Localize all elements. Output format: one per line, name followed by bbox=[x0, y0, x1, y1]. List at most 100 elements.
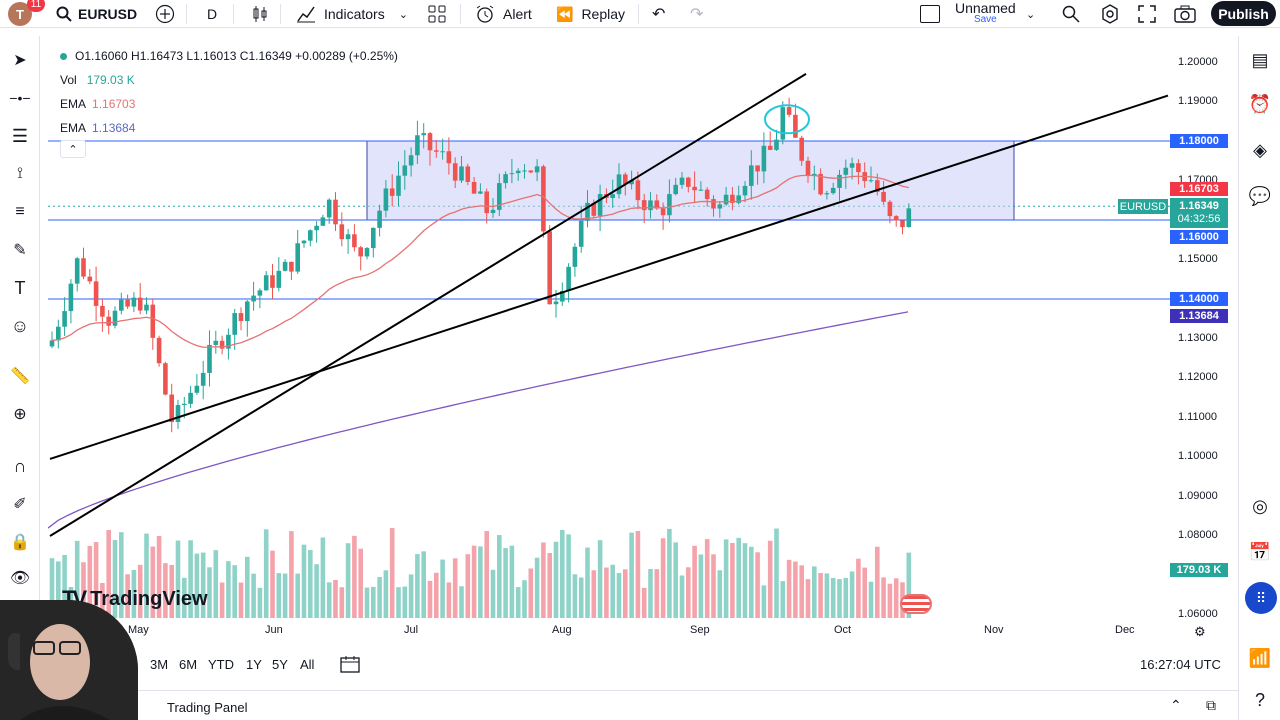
snapshot-button[interactable] bbox=[1174, 0, 1196, 28]
streams-button[interactable]: 📶 bbox=[1248, 646, 1272, 670]
products-button[interactable]: ⠿ bbox=[1245, 582, 1277, 614]
quick-search-button[interactable] bbox=[1062, 0, 1080, 28]
chat-button[interactable]: 💬 bbox=[1248, 184, 1272, 208]
candle bbox=[245, 301, 250, 322]
settings-button[interactable] bbox=[1100, 0, 1120, 28]
compare-button[interactable] bbox=[155, 0, 175, 28]
flag-badge bbox=[900, 594, 932, 614]
candles-icon bbox=[253, 6, 267, 22]
volume-bar bbox=[175, 540, 181, 618]
undo-button[interactable]: ↶ bbox=[652, 0, 665, 28]
candle bbox=[585, 202, 590, 221]
alert-button[interactable]: Alert bbox=[475, 0, 532, 28]
level-label-116: 1.16000 bbox=[1170, 230, 1228, 244]
layout-menu-button[interactable]: ⌄ bbox=[1026, 0, 1035, 28]
volume-bar bbox=[326, 582, 332, 618]
candle bbox=[226, 334, 231, 349]
volume-bar bbox=[862, 567, 867, 618]
tab-trading-panel[interactable]: Trading Panel bbox=[167, 700, 248, 715]
candle bbox=[572, 246, 578, 267]
help-button[interactable]: ? bbox=[1248, 688, 1272, 712]
magnet-tool[interactable]: ∩ bbox=[8, 454, 32, 478]
volume-bar bbox=[648, 569, 653, 618]
ruler-tool[interactable]: 📏 bbox=[8, 364, 32, 388]
replay-button[interactable]: ⏪ Replay bbox=[556, 5, 626, 23]
volume-bar bbox=[408, 574, 414, 618]
maximize-panel-button[interactable]: ⧉ bbox=[1206, 697, 1216, 714]
layout-name-button[interactable]: Unnamed Save bbox=[955, 0, 1016, 25]
chart-type-button[interactable] bbox=[251, 0, 269, 28]
alerts-button[interactable]: ⏰ bbox=[1248, 92, 1272, 116]
lock-icon: 🔒 bbox=[10, 534, 30, 551]
volume-bar bbox=[610, 564, 615, 618]
volume-bar bbox=[623, 569, 628, 618]
volume-bar bbox=[774, 528, 779, 618]
visibility-tool[interactable]: 👁 bbox=[8, 566, 32, 590]
cursor-tool[interactable]: ➤ bbox=[8, 48, 32, 72]
volume-bar bbox=[169, 564, 174, 618]
lines-tool[interactable]: ☰ bbox=[8, 124, 32, 148]
range-6m[interactable]: 6M bbox=[179, 657, 198, 672]
candle bbox=[434, 150, 439, 152]
go-to-date-button[interactable] bbox=[340, 655, 360, 678]
lock-tool[interactable]: 🔒 bbox=[8, 530, 32, 554]
volume-bar bbox=[263, 529, 269, 618]
publish-button[interactable]: Publish bbox=[1211, 1, 1276, 26]
crosshair-tool[interactable]: −•− bbox=[8, 86, 32, 110]
volume-bar bbox=[49, 558, 55, 618]
range-ytd[interactable]: YTD bbox=[208, 657, 234, 672]
symbol-search-button[interactable]: EURUSD bbox=[56, 0, 137, 28]
axis-settings-button[interactable]: ⚙ bbox=[1194, 624, 1206, 640]
indicators-button[interactable]: Indicators ⌄ bbox=[296, 0, 408, 28]
candle bbox=[812, 173, 817, 176]
ideas-button[interactable]: ◎ bbox=[1248, 494, 1272, 518]
brush-tool[interactable]: ✎ bbox=[8, 238, 32, 262]
candle bbox=[528, 170, 534, 173]
candle bbox=[824, 193, 830, 195]
collapse-legend-button[interactable]: ⌃ bbox=[60, 140, 86, 158]
volume-bar bbox=[843, 577, 849, 618]
redo-button[interactable]: ↷ bbox=[690, 0, 703, 28]
interval-button[interactable]: D bbox=[207, 6, 218, 22]
volume-bar bbox=[503, 548, 508, 618]
range-1y[interactable]: 1Y bbox=[246, 657, 262, 672]
candle bbox=[333, 199, 338, 225]
templates-button[interactable] bbox=[428, 0, 446, 28]
candle bbox=[125, 299, 130, 307]
keep-drawing-tool[interactable]: ✐ bbox=[8, 492, 32, 516]
plus-circle-icon bbox=[155, 4, 175, 24]
volume-bar bbox=[295, 573, 300, 618]
candle bbox=[597, 194, 603, 216]
camera-icon bbox=[1174, 5, 1196, 23]
pattern-tool[interactable]: ⟟ bbox=[8, 162, 32, 186]
collapse-panel-button[interactable]: ⌃ bbox=[1170, 697, 1182, 714]
separator bbox=[460, 4, 461, 24]
candle bbox=[875, 180, 880, 192]
price-tick: 1.12000 bbox=[1178, 371, 1218, 383]
clock-display[interactable]: 16:27:04 UTC bbox=[1140, 657, 1221, 672]
price-chart[interactable] bbox=[48, 36, 1234, 646]
volume-bar bbox=[200, 552, 206, 618]
candle bbox=[56, 326, 61, 341]
calendar-button[interactable]: 📅 bbox=[1248, 540, 1272, 564]
fullscreen-button[interactable] bbox=[1138, 0, 1156, 28]
layout-square-button[interactable] bbox=[920, 0, 940, 28]
magnet-icon: ∩ bbox=[13, 455, 27, 476]
range-5y[interactable]: 5Y bbox=[272, 657, 288, 672]
candle bbox=[635, 180, 641, 201]
candle bbox=[251, 295, 256, 302]
layers-button[interactable]: ◈ bbox=[1248, 138, 1272, 162]
fib-tool[interactable]: ≡ bbox=[8, 200, 32, 224]
watchlist-button[interactable]: ▤ bbox=[1248, 48, 1272, 72]
candle bbox=[49, 340, 55, 347]
text-icon: T bbox=[14, 277, 26, 298]
candle bbox=[396, 175, 401, 196]
text-tool[interactable]: T bbox=[8, 276, 32, 300]
emoji-tool[interactable]: ☺ bbox=[8, 314, 32, 338]
volume-bar bbox=[415, 554, 420, 618]
range-3m[interactable]: 3M bbox=[150, 657, 169, 672]
candle bbox=[704, 189, 710, 200]
zoom-tool[interactable]: ⊕ bbox=[8, 402, 32, 426]
range-all[interactable]: All bbox=[300, 657, 315, 672]
candle bbox=[263, 275, 269, 291]
